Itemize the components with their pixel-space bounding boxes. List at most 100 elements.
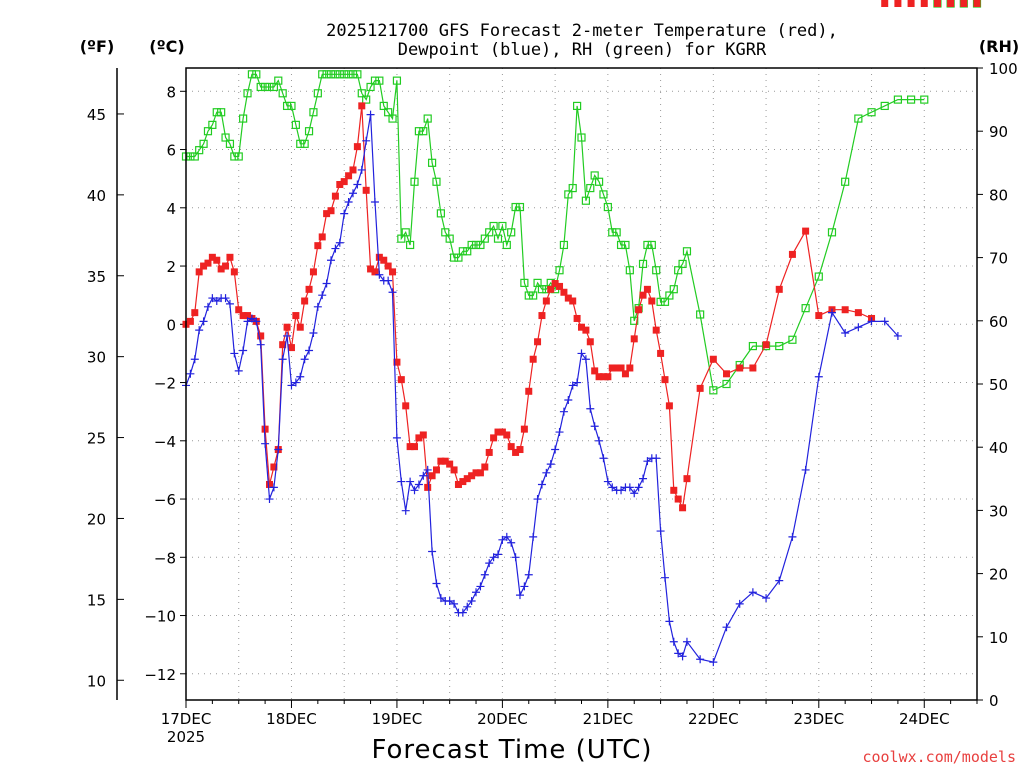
temperature-point xyxy=(933,0,941,7)
rh-point xyxy=(234,152,243,161)
temperature-point xyxy=(696,384,704,392)
dewpoint-point xyxy=(678,652,687,661)
rh-point xyxy=(594,177,604,186)
dewpoint-point xyxy=(682,637,691,646)
dewpoint-point xyxy=(893,331,902,340)
dewpoint-point xyxy=(375,270,384,279)
dewpoint-point xyxy=(203,302,212,311)
dewpoint-point xyxy=(463,602,472,611)
celsius-tick-label: −4 xyxy=(154,433,176,451)
dewpoint-point xyxy=(599,454,608,463)
dewpoint-point xyxy=(537,480,546,489)
rh-point xyxy=(410,177,419,186)
temperature-point xyxy=(402,402,410,410)
temperature-point xyxy=(323,210,331,218)
temperature-point xyxy=(279,341,287,349)
temperature-point xyxy=(573,314,581,322)
rh-point xyxy=(353,70,362,79)
temperature-point xyxy=(881,0,889,7)
dewpoint-point xyxy=(573,378,582,387)
rh-point xyxy=(603,202,612,212)
dewpoint-point xyxy=(397,477,406,486)
x-tick-label: 20DEC xyxy=(477,710,528,728)
dewpoint-point xyxy=(287,381,296,390)
temperature-point xyxy=(305,285,313,293)
x-tick-label: 21DEC xyxy=(583,710,634,728)
temperature-point xyxy=(217,265,225,273)
dewpoint-point xyxy=(243,317,252,326)
rh-point xyxy=(195,146,204,155)
temperature-point xyxy=(257,332,265,340)
temperature-point xyxy=(534,338,542,346)
rh-point xyxy=(647,240,656,250)
temperature-point xyxy=(560,288,568,296)
dewpoint-point xyxy=(775,576,784,585)
rh-point xyxy=(511,202,520,212)
temperature-point xyxy=(331,192,339,200)
rh-point xyxy=(423,114,432,123)
temperature-point xyxy=(621,370,629,378)
rh-point xyxy=(471,240,481,250)
temperature-point xyxy=(507,443,515,451)
dewpoint-point xyxy=(401,506,410,515)
temperature-point xyxy=(494,428,502,436)
dewpoint-point xyxy=(419,471,428,480)
temperature-point xyxy=(788,250,796,258)
dewpoint-point xyxy=(300,355,309,364)
dewpoint-point xyxy=(603,477,612,486)
temperature-point xyxy=(476,469,484,477)
x-tick-label: 18DEC xyxy=(266,710,317,728)
rh-tick-label: 70 xyxy=(989,250,1008,268)
temperature-point xyxy=(204,259,212,267)
temperature-point xyxy=(208,253,216,261)
rh-point xyxy=(722,379,731,389)
dewpoint-point xyxy=(208,294,217,303)
dewpoint-point xyxy=(511,553,520,562)
rh-point xyxy=(340,70,349,79)
temperature-point xyxy=(595,373,603,381)
series-layer xyxy=(182,0,982,667)
rh-tick-label: 90 xyxy=(989,123,1008,141)
dewpoint-point xyxy=(520,582,529,591)
rh-point xyxy=(313,89,322,98)
dewpoint-point xyxy=(186,369,195,378)
rh-point xyxy=(322,70,331,79)
rh-point xyxy=(533,278,542,287)
temperature-point xyxy=(314,242,322,250)
dewpoint-point xyxy=(344,197,353,206)
credit-text[interactable]: coolwx.com/models xyxy=(862,748,1016,766)
rh-point xyxy=(208,120,217,129)
rh-point xyxy=(656,297,665,306)
celsius-axis-label: (ºC) xyxy=(149,37,184,56)
rh-point xyxy=(748,341,757,351)
rh-point xyxy=(709,386,718,395)
temperature-point xyxy=(973,0,981,7)
rh-tick-label: 50 xyxy=(989,376,1008,394)
temperature-point xyxy=(516,446,524,454)
temperature-point xyxy=(626,364,634,372)
temperature-point xyxy=(411,443,419,451)
temperature-point xyxy=(389,268,397,276)
dewpoint-point xyxy=(735,599,744,608)
temperature-point xyxy=(380,256,388,264)
fahrenheit-tick-label: 45 xyxy=(87,106,106,124)
rh-point xyxy=(577,133,586,142)
temperature-point xyxy=(367,265,375,273)
temperature-point xyxy=(446,460,454,468)
rh-point xyxy=(467,240,476,250)
temperature-point xyxy=(960,0,968,7)
temperature-point xyxy=(186,317,194,325)
rh-point xyxy=(801,304,810,313)
dewpoint-point xyxy=(225,299,234,308)
dewpoint-point xyxy=(265,495,274,504)
rh-point xyxy=(788,335,797,344)
temperature-point xyxy=(490,434,498,442)
rh-point xyxy=(449,253,459,262)
rh-point xyxy=(599,190,608,199)
dewpoint-point xyxy=(370,197,379,206)
temperature-point xyxy=(586,338,594,346)
temperature-point xyxy=(441,457,449,465)
rh-point xyxy=(397,234,406,243)
dewpoint-point xyxy=(788,532,797,541)
dewpoint-point xyxy=(581,355,590,364)
